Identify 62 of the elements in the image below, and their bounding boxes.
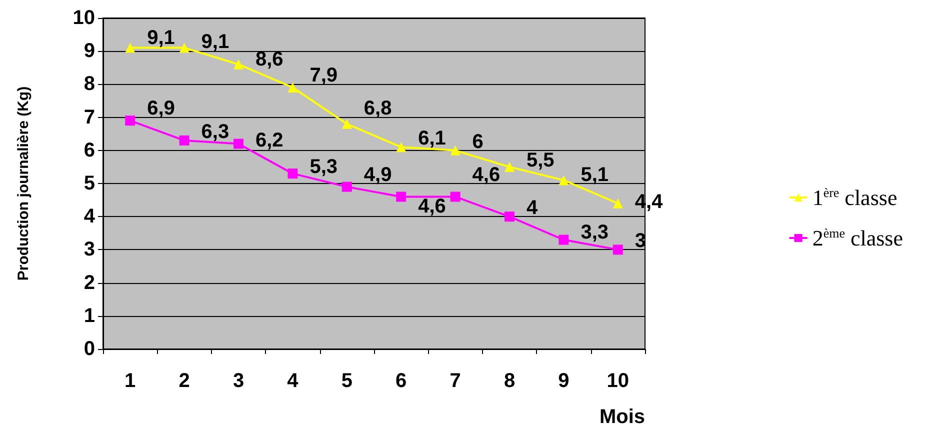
data-label: 3,3 [580,221,609,244]
point [396,192,406,202]
point [342,118,352,129]
y-tick-label: 1 [84,304,95,327]
data-label: 6 [472,130,484,153]
y-tick-label: 8 [84,73,95,96]
data-label: 5,1 [580,164,609,186]
data-label: 9,1 [201,30,230,53]
data-label: 6,9 [147,98,175,120]
point [234,59,244,70]
y-tick-label: 9 [84,40,95,62]
point [504,212,514,222]
point [288,82,298,93]
data-label: 6,2 [256,129,284,152]
x-tick-label: 3 [232,370,244,392]
point [396,142,406,152]
y-tick-label: 0 [84,338,95,360]
point [125,116,136,126]
data-label: 5,5 [526,149,554,172]
x-tick-label: 1 [124,370,136,392]
point [558,234,569,245]
point [234,138,244,149]
y-tick-label: 4 [84,206,96,228]
point [125,42,136,53]
point [612,198,623,208]
y-tick-label: 2 [84,272,95,294]
point [342,182,352,192]
x-tick-label: 7 [450,370,461,392]
data-label: 4,6 [472,164,500,186]
y-axis-title: Production journalière (Kg) [15,86,32,281]
point [612,244,623,255]
x-tick-label: 6 [396,370,407,392]
data-label: 3 [634,230,646,252]
data-label: 8,6 [256,48,284,71]
data-label: 7,9 [310,64,338,87]
x-tick-label: 9 [558,370,570,392]
data-label: 9,1 [147,26,175,49]
x-axis-title: Mois [599,406,645,428]
point [179,42,190,53]
y-tick-label: 5 [84,172,95,194]
data-label: 6,8 [364,98,392,120]
x-tick-label: 2 [178,370,190,392]
point [450,192,460,202]
data-label: 5,3 [310,156,338,178]
y-tick-label: 3 [84,238,95,261]
x-tick-label: 8 [504,370,516,392]
point [558,175,569,186]
data-label: 4,9 [364,164,392,186]
point [504,162,514,172]
data-label: 4 [526,196,538,219]
x-tick-label: 10 [606,370,630,392]
y-tick-label: 10 [72,7,95,29]
y-tick-label: 6 [84,139,95,162]
data-label: 4,6 [418,196,446,218]
data-label: 6,1 [418,127,446,150]
data-label: 6,3 [201,120,230,143]
y-tick-label: 7 [84,106,95,128]
point [179,135,190,146]
x-tick-label: 4 [287,370,300,392]
point [288,168,298,179]
point [450,145,460,156]
x-tick-label: 5 [341,370,352,392]
